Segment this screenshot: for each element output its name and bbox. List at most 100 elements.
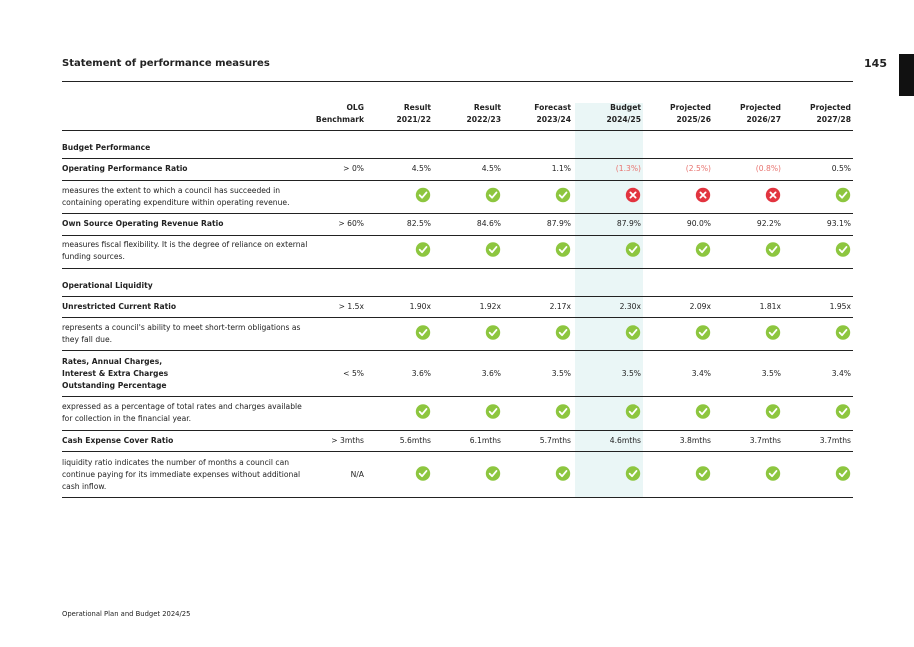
- page-number: 145: [864, 57, 887, 70]
- description: liquidity ratio indicates the number of …: [62, 458, 290, 467]
- value: 82.5%: [406, 219, 431, 228]
- column-header: Projected: [670, 103, 711, 112]
- measure-name: Operating Performance Ratio: [62, 164, 188, 173]
- value: 4.5%: [411, 164, 431, 173]
- column-header: Projected: [810, 103, 851, 112]
- row-rule: [62, 497, 853, 498]
- check-icon: [765, 466, 781, 481]
- value: 2.30x: [619, 302, 641, 311]
- row-rule: [62, 396, 853, 397]
- column-header: 2027/28: [816, 115, 851, 124]
- check-icon: [485, 242, 501, 257]
- check-icon: [835, 466, 851, 481]
- footer: Operational Plan and Budget 2024/25: [62, 610, 191, 618]
- measure-name: Outstanding Percentage: [62, 381, 167, 390]
- row-rule: [62, 451, 853, 452]
- cross-icon: [765, 187, 781, 203]
- check-icon: [555, 242, 571, 257]
- measure-name: Cash Expense Cover Ratio: [62, 436, 174, 445]
- section-heading: Budget Performance: [62, 143, 151, 152]
- value: 84.6%: [476, 219, 501, 228]
- cross-icon: [695, 187, 711, 203]
- measure-name: Unrestricted Current Ratio: [62, 302, 177, 311]
- budget-highlight: [575, 103, 643, 497]
- check-icon: [485, 466, 501, 481]
- description: continue paying for its immediate expens…: [62, 470, 301, 479]
- check-icon: [625, 242, 641, 257]
- check-icon: [765, 404, 781, 419]
- value: 3.5%: [761, 369, 781, 378]
- check-icon: [485, 325, 501, 340]
- check-icon: [555, 325, 571, 340]
- measure-name: Rates, Annual Charges,: [62, 357, 163, 366]
- description: measures fiscal flexibility. It is the d…: [62, 240, 308, 249]
- check-icon: [415, 466, 431, 481]
- column-header: 2022/23: [466, 115, 501, 124]
- check-icon: [625, 466, 641, 481]
- value: 3.5%: [551, 369, 571, 378]
- description: funding sources.: [62, 252, 125, 261]
- value: 2.17x: [549, 302, 571, 311]
- row-rule: [62, 213, 853, 214]
- value: 3.4%: [831, 369, 851, 378]
- check-icon: [835, 187, 851, 203]
- value: 90.0%: [686, 219, 711, 228]
- value: 93.1%: [826, 219, 851, 228]
- row-rule: [62, 130, 853, 131]
- title: Statement of performance measures: [62, 58, 270, 69]
- value: > 0%: [343, 164, 364, 173]
- description: they fall due.: [62, 335, 113, 344]
- measure-name: Interest & Extra Charges: [62, 369, 169, 378]
- value: > 60%: [338, 219, 364, 228]
- section-heading: Operational Liquidity: [62, 281, 153, 290]
- check-icon: [835, 325, 851, 340]
- value: 3.6%: [411, 369, 431, 378]
- measure-name: Own Source Operating Revenue Ratio: [62, 219, 224, 228]
- column-header: Result: [473, 103, 501, 112]
- value: < 5%: [343, 369, 364, 378]
- value: 4.6mths: [609, 436, 641, 445]
- row-rule: [62, 268, 853, 269]
- check-icon: [555, 404, 571, 419]
- column-header: 2021/22: [396, 115, 431, 124]
- value: 3.6%: [481, 369, 501, 378]
- check-icon: [625, 325, 641, 340]
- value: 0.5%: [831, 164, 851, 173]
- value: 3.7mths: [749, 436, 781, 445]
- description: expressed as a percentage of total rates…: [62, 402, 302, 411]
- column-header: Forecast: [534, 103, 571, 112]
- column-header: 2025/26: [676, 115, 711, 124]
- value: 4.5%: [481, 164, 501, 173]
- value: 87.9%: [546, 219, 571, 228]
- check-icon: [485, 187, 501, 203]
- value: 1.95x: [829, 302, 851, 311]
- column-header: 2024/25: [606, 115, 641, 124]
- description: for collection in the financial year.: [62, 414, 192, 423]
- row-rule: [62, 430, 853, 431]
- value: (0.8%): [755, 164, 781, 173]
- description: cash inflow.: [62, 482, 107, 491]
- check-icon: [415, 242, 431, 257]
- check-icon: [485, 404, 501, 419]
- check-icon: [765, 242, 781, 257]
- value: 5.7mths: [539, 436, 571, 445]
- value: 6.1mths: [469, 436, 501, 445]
- value: 1.81x: [759, 302, 781, 311]
- value: 3.5%: [621, 369, 641, 378]
- column-header: Result: [403, 103, 431, 112]
- check-icon: [695, 325, 711, 340]
- row-rule: [62, 158, 853, 159]
- check-icon: [695, 242, 711, 257]
- value: (2.5%): [685, 164, 711, 173]
- description: measures the extent to which a council h…: [62, 185, 281, 195]
- description: containing operating expenditure within …: [62, 197, 290, 207]
- column-header: Budget: [610, 103, 641, 112]
- value: 3.8mths: [679, 436, 711, 445]
- column-header: 2026/27: [746, 115, 781, 124]
- value: 92.2%: [756, 219, 781, 228]
- value: > 1.5x: [338, 302, 364, 311]
- value: > 3mths: [331, 436, 364, 445]
- value: 3.7mths: [819, 436, 851, 445]
- column-header: 2023/24: [536, 115, 571, 124]
